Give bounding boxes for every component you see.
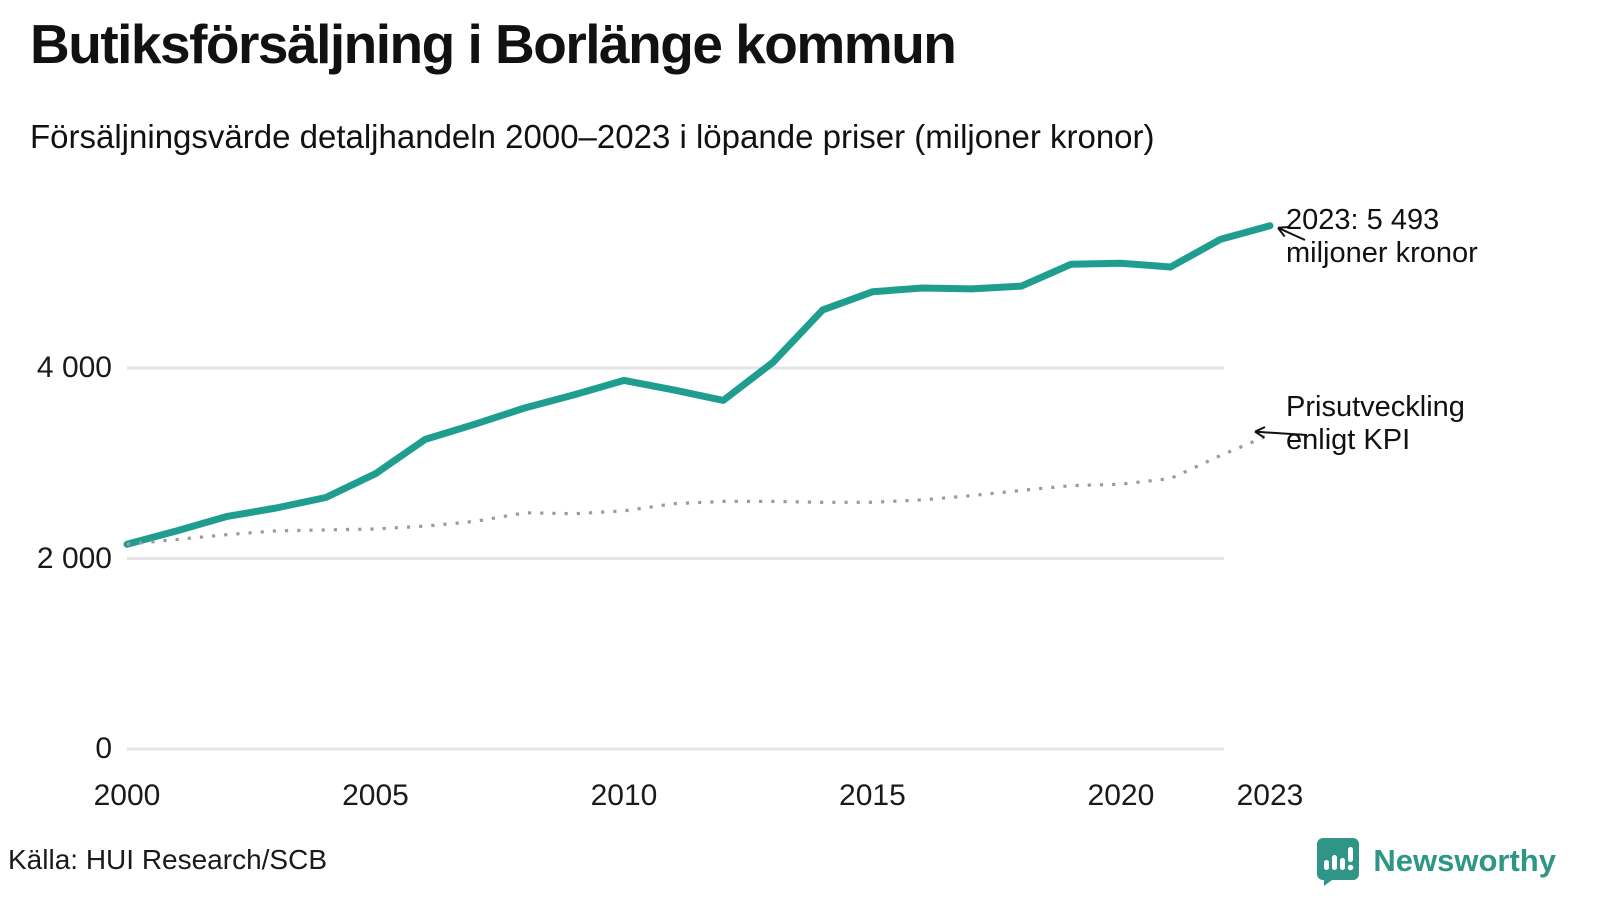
x-axis-tick: 2020 <box>1087 779 1155 812</box>
page-subtitle: Försäljningsvärde detaljhandeln 2000–202… <box>30 118 1155 155</box>
y-axis-tick: 4 000 <box>36 351 112 384</box>
newsworthy-icon <box>1317 838 1360 886</box>
newsworthy-wordmark[interactable]: Newsworthy <box>1373 843 1556 878</box>
y-axis-tick: 0 <box>95 732 112 765</box>
x-axis-tick: 2023 <box>1236 779 1304 812</box>
x-axis-tick: 2005 <box>342 779 409 812</box>
annotation-arrowhead <box>1277 227 1286 238</box>
annotation-arrowhead <box>1254 430 1265 439</box>
annotation-line: miljoner kronor <box>1286 237 1478 269</box>
y-axis-tick: 2 000 <box>36 541 112 575</box>
annotation-kpi-label: Prisutveckling enligt KPI <box>1286 391 1465 457</box>
annotation-2023-value: 2023: 5 493 miljoner kronor <box>1286 204 1478 270</box>
page-title: Butiksförsäljning i Borlänge kommun <box>30 13 957 75</box>
x-axis-tick: 2010 <box>590 779 658 812</box>
series-kpi <box>126 433 1271 546</box>
annotation-line: 2023: 5 493 <box>1286 204 1440 236</box>
x-axis-tick: 2015 <box>839 779 906 812</box>
annotation-arrowhead <box>1277 225 1290 229</box>
series-main <box>123 222 1274 548</box>
newsworthy-logo[interactable]: Newsworthy <box>1315 836 1556 886</box>
annotation-line: Prisutveckling <box>1286 391 1465 423</box>
x-axis-tick: 2000 <box>93 779 161 812</box>
annotation-arrow <box>1254 430 1308 436</box>
annotation-arrow <box>1277 226 1306 241</box>
annotation-line: enligt KPI <box>1286 424 1411 456</box>
source-note: Källa: HUI Research/SCB <box>8 844 328 875</box>
annotation-arrowhead <box>1254 426 1266 433</box>
